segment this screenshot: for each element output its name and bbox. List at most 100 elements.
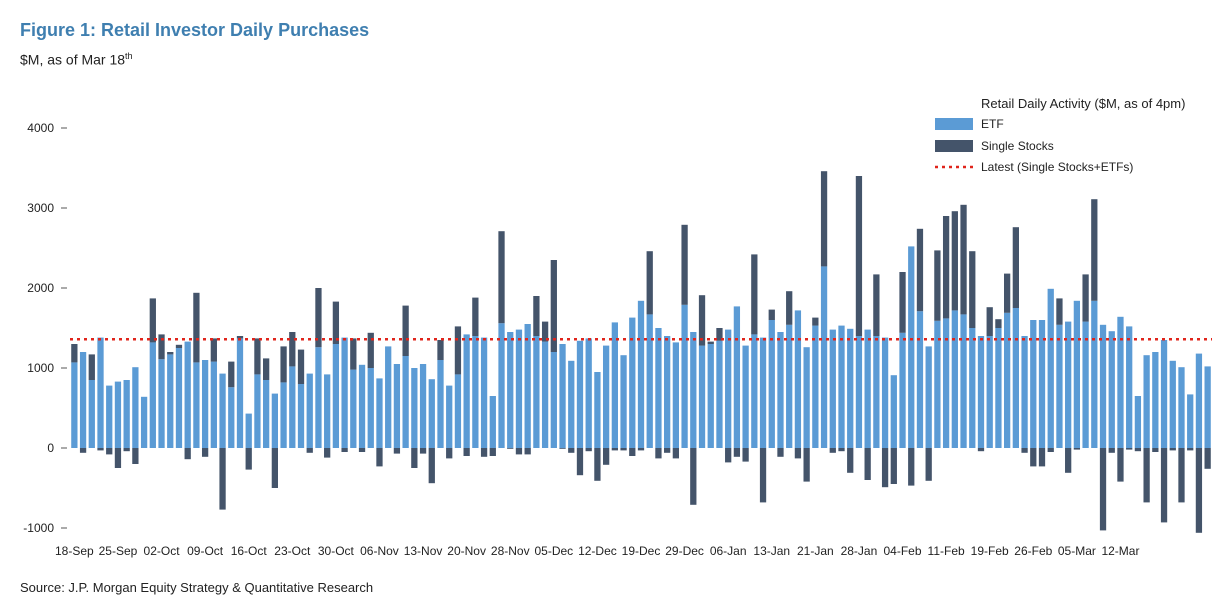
etf-bar xyxy=(541,341,549,448)
single-stock-bar xyxy=(786,291,793,325)
etf-bar xyxy=(149,342,156,448)
single-stock-bar xyxy=(916,228,924,312)
single-stock-bar xyxy=(977,448,985,452)
chart-subtitle: $M, as of Mar 18th xyxy=(20,51,133,68)
etf-bar xyxy=(602,345,610,448)
single-stock-bar xyxy=(254,338,261,375)
etf-bar xyxy=(306,373,313,448)
etf-bar xyxy=(507,332,514,448)
etf-bar xyxy=(759,337,767,448)
x-tick-label: 29-Dec xyxy=(665,544,704,558)
etf-bar xyxy=(472,336,479,448)
x-tick-label: 18-Sep xyxy=(55,544,94,558)
x-tick-label: 06-Jan xyxy=(710,544,747,558)
single-stock-bar xyxy=(358,448,366,452)
single-stock-bar xyxy=(306,448,313,453)
single-stock-bar xyxy=(864,448,871,480)
x-tick-label: 11-Feb xyxy=(928,544,965,558)
etf-bar xyxy=(550,352,557,448)
single-stock-bar xyxy=(1126,448,1133,450)
single-stock-bar xyxy=(97,448,104,451)
single-stock-bar xyxy=(367,332,374,368)
etf-bar xyxy=(1021,336,1028,448)
etf-bar xyxy=(358,364,366,448)
etf-bar xyxy=(175,348,183,448)
etf-bar xyxy=(71,362,78,448)
single-stock-bar xyxy=(986,307,993,336)
etf-bar xyxy=(524,324,531,448)
etf-bar xyxy=(167,354,174,448)
etf-bar xyxy=(881,337,889,448)
single-stock-bar xyxy=(219,448,226,510)
single-stock-bar xyxy=(969,251,976,328)
single-stock-bar xyxy=(951,211,958,311)
etf-bar xyxy=(263,380,270,448)
etf-bar xyxy=(88,380,95,448)
single-stock-bar xyxy=(1091,199,1098,301)
single-stock-bar xyxy=(350,338,357,370)
etf-bar xyxy=(777,332,784,448)
etf-bar xyxy=(716,340,723,448)
etf-bar xyxy=(1134,396,1142,448)
single-stock-bar xyxy=(1108,448,1115,453)
single-stock-bar xyxy=(402,305,409,356)
etf-bar xyxy=(742,345,749,448)
etf-bar xyxy=(951,310,958,448)
etf-bar xyxy=(1038,320,1046,448)
etf-bar xyxy=(977,336,985,448)
etf-bar xyxy=(690,332,697,448)
etf-bar xyxy=(707,344,714,448)
etf-bar xyxy=(611,322,618,448)
etf-bar xyxy=(864,329,871,448)
etf-bar xyxy=(1003,312,1011,448)
single-stock-bar xyxy=(1082,274,1089,322)
etf-bar xyxy=(1195,353,1203,448)
single-stock-bar xyxy=(280,346,287,383)
etf-bar xyxy=(498,323,505,448)
single-stock-bar xyxy=(838,448,845,452)
single-stock-bar xyxy=(88,354,95,380)
etf-bar xyxy=(1099,324,1107,448)
etf-bar xyxy=(419,364,427,448)
etf-bar xyxy=(1126,326,1133,448)
etf-bar xyxy=(681,304,688,448)
single-stock-bar xyxy=(472,297,479,336)
single-stock-bar xyxy=(820,171,828,267)
single-stock-bar xyxy=(315,288,322,348)
x-tick-label: 05-Dec xyxy=(534,544,573,558)
single-stock-bar xyxy=(847,448,854,473)
x-tick-label: 19-Dec xyxy=(622,544,661,558)
single-stock-bar xyxy=(454,326,462,375)
etf-bar xyxy=(812,325,819,448)
etf-bar xyxy=(855,336,863,448)
legend-swatch-single xyxy=(935,140,973,152)
etf-bar xyxy=(158,359,165,448)
single-stock-bar xyxy=(1012,227,1019,308)
single-stock-bar xyxy=(332,301,340,344)
etf-bar xyxy=(219,373,226,448)
legend-swatch-etf xyxy=(935,118,973,130)
single-stock-bar xyxy=(751,254,758,335)
single-stock-bar xyxy=(594,448,601,481)
single-stock-bar xyxy=(960,204,967,315)
y-tick-label: 3000 xyxy=(27,201,54,215)
etf-bar xyxy=(515,329,523,448)
x-tick-label: 12-Dec xyxy=(578,544,617,558)
etf-bar xyxy=(698,345,706,448)
etf-bar xyxy=(376,378,383,448)
single-stock-bar xyxy=(167,352,174,355)
single-stock-bar xyxy=(106,448,113,455)
single-stock-bar xyxy=(768,309,775,320)
single-stock-bar xyxy=(324,448,331,458)
etf-bar xyxy=(480,337,488,448)
single-stock-bar xyxy=(829,448,836,453)
source-note: Source: J.P. Morgan Equity Strategy & Qu… xyxy=(20,580,374,595)
etf-bar xyxy=(184,341,191,448)
single-stock-bar xyxy=(1047,448,1054,452)
single-stock-bar xyxy=(1204,448,1211,469)
etf-bar xyxy=(210,361,217,448)
single-stock-bar xyxy=(803,448,810,482)
single-stock-bar xyxy=(263,358,270,380)
etf-bar xyxy=(829,329,836,448)
etf-bar xyxy=(655,328,662,448)
